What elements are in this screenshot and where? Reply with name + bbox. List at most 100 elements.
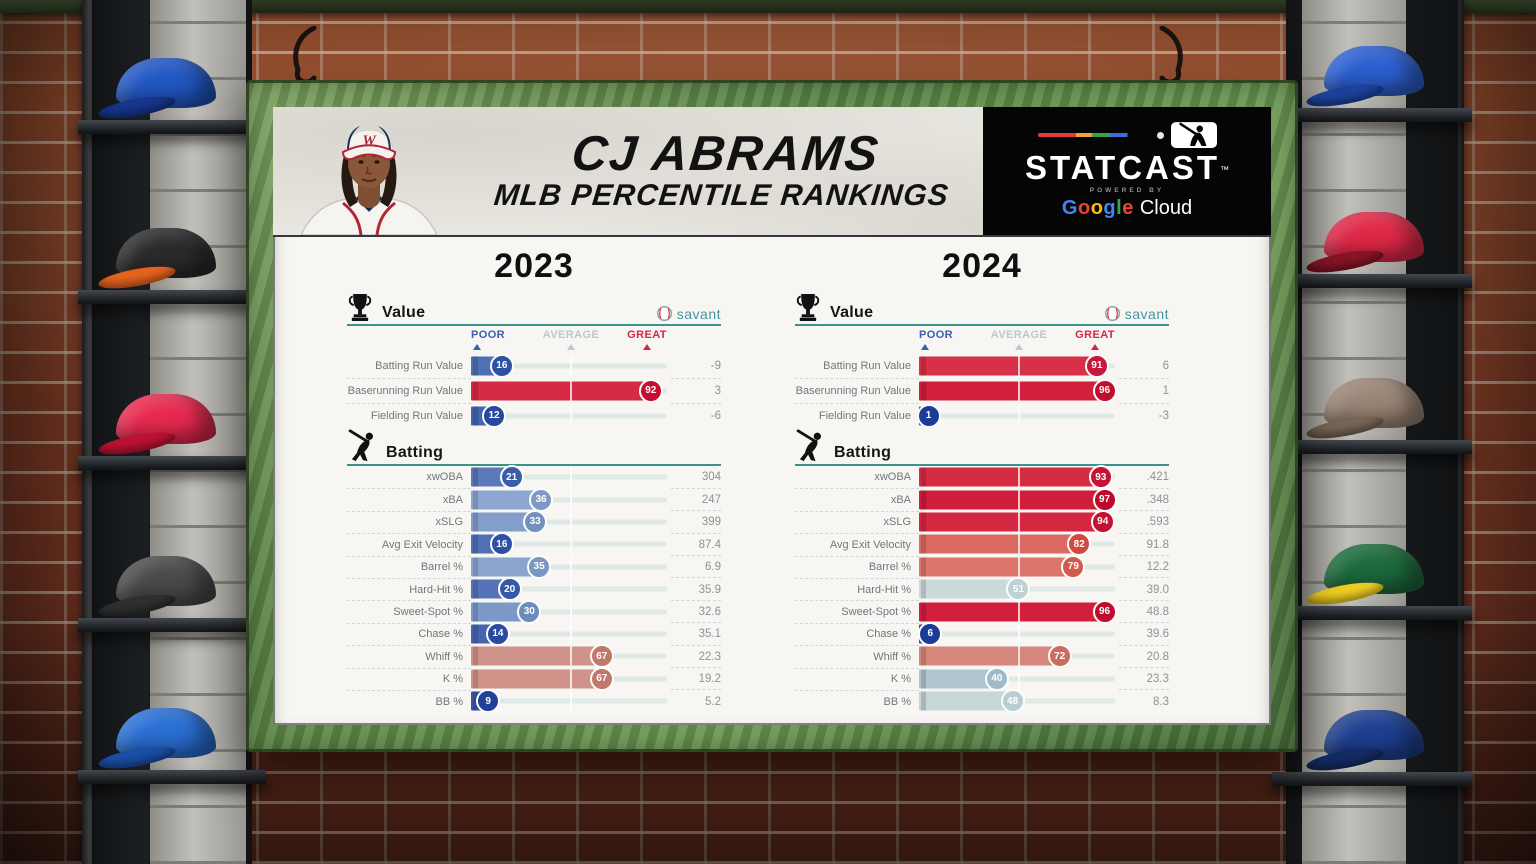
percentile-bar: 16 — [471, 532, 671, 557]
section-divider-rule — [347, 324, 721, 326]
percentile-bubble: 96 — [1092, 378, 1117, 403]
statcast-logo-box: STATCAST™ POWERED BY Google Cloud — [983, 107, 1271, 235]
bar-fill — [919, 602, 1108, 622]
baseball-cap — [97, 224, 232, 293]
percentile-scale-legend: POOR AVERAGE GREAT — [919, 326, 1119, 353]
percentile-bubble: 16 — [489, 532, 514, 557]
poor-label: POOR — [919, 329, 953, 341]
stat-value: 39.6 — [1119, 622, 1169, 645]
stat-value: -3 — [1119, 402, 1169, 429]
bar-fill — [919, 669, 998, 689]
bar-fill — [471, 602, 530, 622]
stat-value: 32.6 — [671, 599, 721, 623]
percentile-bar: 51 — [919, 577, 1119, 602]
percentile-bar: 16 — [471, 353, 671, 378]
stat-label: Baserunning Run Value — [347, 378, 471, 403]
percentile-bar: 82 — [919, 532, 1119, 557]
stat-label: K % — [347, 667, 471, 690]
google-letter: l — [1116, 197, 1123, 219]
stat-label: Hard-Hit % — [347, 577, 471, 600]
stat-row: Chase % 6 39.6 — [795, 621, 1169, 646]
stat-row: xBA 97.348 — [795, 487, 1169, 512]
stat-value: 1 — [1119, 377, 1169, 404]
percentile-bar: 96 — [919, 599, 1119, 624]
average-line — [1018, 467, 1020, 487]
average-line — [1018, 646, 1020, 666]
bar-fill — [919, 579, 1019, 599]
baseball-cap — [1305, 374, 1440, 443]
stat-label: xSLG — [347, 510, 471, 533]
bar-fill — [919, 557, 1074, 577]
shelf-board — [1272, 606, 1472, 620]
stat-row: xSLG 94.593 — [795, 509, 1169, 534]
stat-row: Baserunning Run Value 92 3 — [347, 377, 721, 403]
stat-row: Whiff % 72 20.8 — [795, 644, 1169, 669]
stat-label: Baserunning Run Value — [795, 378, 919, 403]
trophy-icon — [348, 293, 372, 322]
shelf-board — [1272, 772, 1472, 786]
average-line — [570, 557, 572, 577]
stat-value: 20.8 — [1119, 644, 1169, 668]
average-marker-icon — [567, 344, 575, 350]
green-picture-frame: W CJ ABRAMS MLB PERCENTILE RANKINGS — [246, 80, 1298, 752]
baseball-cap — [1305, 208, 1440, 277]
bar-fill — [919, 691, 1014, 711]
percentile-bubble: 1 — [916, 403, 941, 428]
bar-fill — [919, 512, 1104, 532]
average-line — [1018, 557, 1020, 577]
stat-row: Sweet-Spot % 30 32.6 — [347, 599, 721, 624]
shelf-board — [78, 120, 266, 134]
shelf-board — [78, 770, 266, 784]
baseball-icon — [656, 305, 672, 322]
average-line — [570, 602, 572, 622]
frame-hook-right — [1159, 26, 1183, 85]
batter-icon — [348, 429, 373, 462]
average-line — [570, 691, 572, 711]
average-line — [1018, 669, 1020, 689]
stat-label: Barrel % — [347, 555, 471, 578]
stat-label: K % — [795, 667, 919, 690]
stat-row: Avg Exit Velocity 16 87.4 — [347, 532, 721, 557]
stat-row: Chase % 14 35.1 — [347, 621, 721, 646]
stat-section: Value savant POOR AVERAGE GREAT Batting … — [347, 292, 721, 428]
bar-fill — [919, 490, 1110, 510]
stat-row: Batting Run Value 91 6 — [795, 353, 1169, 378]
percentile-bar: 30 — [471, 599, 671, 624]
statcast-trajectory-line — [1037, 133, 1150, 137]
shelf-board — [78, 618, 266, 632]
percentile-bubble: 21 — [499, 465, 524, 490]
bar-track — [471, 519, 667, 525]
bar-track — [471, 586, 667, 592]
statcast-wordmark: STATCAST — [1024, 149, 1221, 186]
poor-marker-icon — [921, 344, 929, 350]
stat-row: Baserunning Run Value 96 1 — [795, 377, 1169, 404]
percentile-bar: 93 — [919, 465, 1119, 490]
stat-value: 91.8 — [1119, 532, 1169, 556]
stat-row: xwOBA 93 .421 — [795, 465, 1169, 490]
bar-track — [919, 631, 1115, 637]
stat-label: xBA — [795, 488, 919, 510]
bar-fill — [471, 557, 540, 577]
google-logo: Google — [1062, 197, 1134, 220]
stat-row: BB % 9 5.2 — [347, 689, 721, 714]
average-line — [1018, 534, 1020, 554]
stat-row: Hard-Hit % 20 35.9 — [347, 577, 721, 602]
stat-value: 23.3 — [1119, 667, 1169, 690]
bar-fill — [919, 381, 1108, 400]
average-label: AVERAGE — [990, 329, 1048, 341]
percentile-bubble: 72 — [1047, 644, 1072, 669]
stat-row: Fielding Run Value 12 -6 — [347, 402, 721, 428]
bar-track — [471, 363, 667, 368]
percentile-bubble: 6 — [918, 621, 943, 646]
stat-label: Whiff % — [347, 645, 471, 667]
average-line — [1018, 356, 1020, 375]
year-heading: 2024 — [942, 247, 1022, 285]
percentile-bubble: 67 — [589, 644, 614, 669]
percentile-bubble: 94 — [1090, 509, 1115, 534]
stat-row: K % 40 23.3 — [795, 666, 1169, 691]
percentile-bubble: 16 — [489, 353, 514, 378]
stat-value: .593 — [1119, 510, 1169, 533]
stat-value: 6.9 — [671, 555, 721, 578]
percentile-bar: 20 — [471, 577, 671, 602]
percentile-bubble: 30 — [517, 599, 542, 624]
